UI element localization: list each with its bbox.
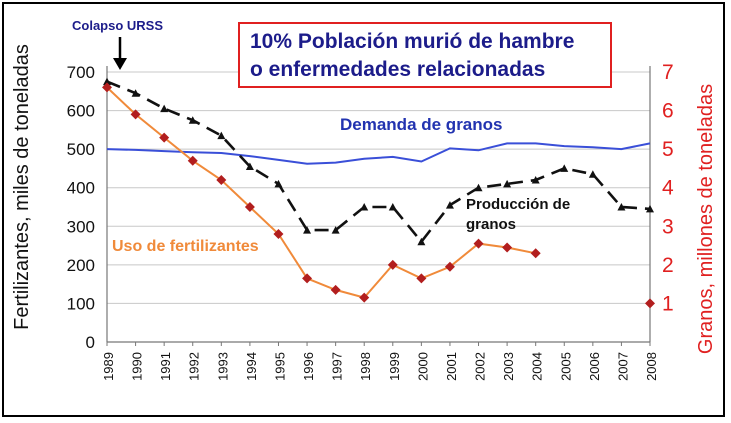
marker-fertilizantes-2004 xyxy=(530,248,541,259)
series-line-0 xyxy=(106,142,651,165)
y-axis-label-right: Granos, millones de toneladas xyxy=(695,84,717,354)
collapse-arrow-head xyxy=(113,58,127,70)
y-tick-right-1: 1 xyxy=(662,292,674,315)
marker-produccion-1990 xyxy=(131,89,140,97)
series-line-1 xyxy=(106,80,651,244)
series-line-2 xyxy=(106,86,536,299)
marker-fertilizantes-1990 xyxy=(130,109,141,120)
x-tick-1995: 1995 xyxy=(272,352,287,381)
x-tick-1992: 1992 xyxy=(187,352,202,381)
marker-fertilizantes-1999 xyxy=(387,259,398,270)
label-demanda: Demanda de granos xyxy=(340,115,503,134)
annotation-line-2: o enfermedades relacionadas xyxy=(250,58,546,81)
marker-produccion-2004 xyxy=(531,176,540,184)
x-tick-1997: 1997 xyxy=(330,352,345,381)
x-tick-2007: 2007 xyxy=(615,352,630,381)
x-tick-1990: 1990 xyxy=(130,352,145,381)
y-tick-left-700: 700 xyxy=(67,63,95,82)
x-tick-1996: 1996 xyxy=(301,352,316,381)
marker-fertilizantes-2008 xyxy=(645,298,655,309)
y-tick-left-600: 600 xyxy=(67,102,95,121)
marker-produccion-1991 xyxy=(160,104,169,113)
marker-fertilizantes-2000 xyxy=(416,273,427,284)
marker-produccion-2002 xyxy=(474,183,483,192)
marker-produccion-1999 xyxy=(388,203,397,211)
series-group xyxy=(102,77,655,309)
x-tick-2004: 2004 xyxy=(530,352,545,381)
marker-fertilizantes-1992 xyxy=(187,155,198,166)
x-tick-2002: 2002 xyxy=(473,352,488,381)
marker-produccion-2001 xyxy=(445,201,454,209)
y-tick-left-500: 500 xyxy=(67,140,95,159)
y-tick-left-300: 300 xyxy=(67,217,95,236)
marker-fertilizantes-1989 xyxy=(102,82,112,93)
chart-frame xyxy=(2,2,725,417)
collapse-label: Colapso URSS xyxy=(72,18,163,33)
label-produccion-1: Producción de xyxy=(466,196,571,213)
tick-labels: 0 100 200 300 400 500 600 700 1 2 3 4 5 6 7 1989 1990 199… xyxy=(67,61,674,381)
annotation-line-1: 10% Población murió de hambre xyxy=(250,30,575,53)
marker-produccion-2003 xyxy=(503,179,512,188)
x-tick-2006: 2006 xyxy=(587,352,602,381)
marker-produccion-1993 xyxy=(217,131,226,140)
marker-fertilizantes-1994 xyxy=(244,202,255,212)
y-axis-label-left: Fertilizantes, miles de toneladas xyxy=(11,44,33,330)
y-tick-right-5: 5 xyxy=(662,138,674,161)
y-tick-right-4: 4 xyxy=(662,177,674,200)
marker-produccion-2005 xyxy=(560,164,569,172)
marker-fertilizantes-1995 xyxy=(273,229,284,239)
marker-produccion-1996 xyxy=(303,226,312,234)
x-tick-1991: 1991 xyxy=(158,352,173,381)
marker-produccion-1989 xyxy=(103,77,111,86)
y-tick-right-3: 3 xyxy=(662,215,674,238)
marker-produccion-2006 xyxy=(588,170,597,178)
marker-fertilizantes-2002 xyxy=(473,238,484,249)
x-tick-2000: 2000 xyxy=(415,352,430,381)
marker-fertilizantes-2003 xyxy=(502,242,513,253)
y-tick-right-2: 2 xyxy=(662,254,674,277)
x-tick-1994: 1994 xyxy=(244,352,259,381)
y-tick-left-100: 100 xyxy=(67,294,95,313)
x-tick-1993: 1993 xyxy=(215,352,230,381)
y-tick-left-200: 200 xyxy=(67,256,95,275)
x-tick-2001: 2001 xyxy=(444,352,459,381)
marker-fertilizantes-1993 xyxy=(216,175,227,185)
marker-fertilizantes-2001 xyxy=(444,261,455,272)
y-tick-left-0: 0 xyxy=(86,333,95,352)
x-tick-1989: 1989 xyxy=(101,352,116,381)
marker-produccion-1998 xyxy=(360,203,369,211)
marker-produccion-1995 xyxy=(274,179,283,188)
x-tick-2005: 2005 xyxy=(558,352,573,381)
y-tick-right-6: 6 xyxy=(662,100,674,123)
annotations: Colapso URSS xyxy=(72,18,163,70)
marker-fertilizantes-1996 xyxy=(302,273,313,284)
marker-produccion-2000 xyxy=(417,237,426,246)
marker-fertilizantes-1997 xyxy=(330,284,341,295)
marker-produccion-1992 xyxy=(188,116,197,124)
marker-produccion-2008 xyxy=(646,204,654,213)
marker-fertilizantes-1998 xyxy=(359,292,370,303)
x-tick-1998: 1998 xyxy=(358,352,373,381)
marker-produccion-1994 xyxy=(245,162,254,170)
x-tick-2003: 2003 xyxy=(501,352,516,381)
y-tick-right-7: 7 xyxy=(662,61,674,84)
x-tick-2008: 2008 xyxy=(644,352,659,381)
y-tick-left-400: 400 xyxy=(67,179,95,198)
axes xyxy=(106,66,651,346)
x-tick-1999: 1999 xyxy=(387,352,402,381)
label-produccion-2: granos xyxy=(466,216,517,233)
marker-fertilizantes-1991 xyxy=(159,132,170,143)
annotation-box: 10% Población murió de hambre o enfermed… xyxy=(238,22,612,88)
marker-produccion-1997 xyxy=(331,226,340,234)
marker-produccion-2007 xyxy=(617,203,626,211)
label-fertilizantes: Uso de fertilizantes xyxy=(112,238,259,255)
